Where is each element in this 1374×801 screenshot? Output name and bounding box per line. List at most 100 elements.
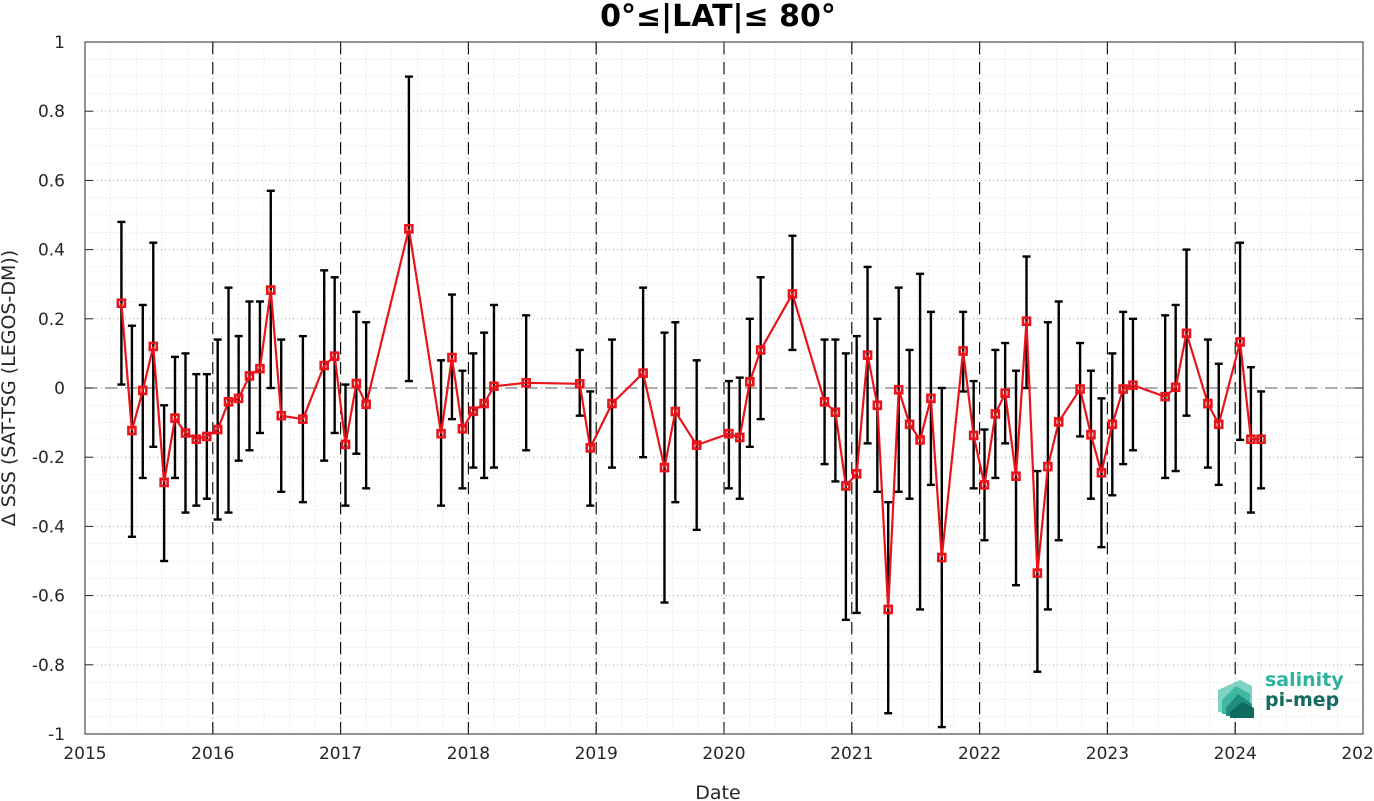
x-tick-label: 2020 xyxy=(702,744,745,764)
data-point-marker xyxy=(958,346,968,356)
data-point-marker xyxy=(872,400,883,411)
series-line xyxy=(120,228,1261,610)
x-tick-label: 2025 xyxy=(1341,744,1374,764)
chart-title: 0°≤|LAT|≤ 80° xyxy=(600,0,836,34)
data-point-marker xyxy=(755,345,766,355)
data-point-marker xyxy=(191,434,202,445)
y-tick-label: 1 xyxy=(54,33,65,53)
data-point-marker xyxy=(159,477,169,488)
error-bar xyxy=(1257,390,1266,490)
data-point-marker xyxy=(1107,419,1118,430)
data-point-marker xyxy=(351,378,362,389)
data-point-marker xyxy=(787,289,798,299)
data-point-marker xyxy=(436,428,446,439)
error-bar xyxy=(266,189,275,390)
data-point-marker xyxy=(1021,316,1032,327)
error-bar xyxy=(480,331,489,480)
y-tick-label: -0.6 xyxy=(32,587,65,607)
data-point-marker xyxy=(1128,380,1138,391)
x-tick-labels: 2015 2016 2017 2018 2019 2020 2021 2022 2023 2024… xyxy=(63,744,1374,764)
data-point-marker xyxy=(223,397,234,407)
data-point-marker xyxy=(745,376,755,387)
data-point-marker xyxy=(255,363,265,374)
minor-grid xyxy=(85,42,1363,734)
data-point-marker xyxy=(1235,337,1245,347)
salinity-pi-mep-logo: salinity pi-mep xyxy=(1218,669,1344,718)
x-tick-label: 2015 xyxy=(63,744,106,764)
error-bar xyxy=(149,241,158,449)
data-point-marker xyxy=(904,419,915,430)
data-point-marker xyxy=(298,414,308,424)
x-tick-label: 2019 xyxy=(575,744,618,764)
error-bar xyxy=(224,286,233,514)
logo-text-salinity: salinity xyxy=(1265,669,1344,691)
y-tick-label: 0.8 xyxy=(38,102,65,122)
data-point-marker xyxy=(1213,419,1224,430)
data-point-marker xyxy=(521,378,531,388)
data-point-marker xyxy=(990,409,1001,419)
data-point-marker xyxy=(1170,382,1181,393)
data-point-marker xyxy=(361,399,371,410)
data-point-marker xyxy=(276,410,287,421)
data-point-marker xyxy=(1011,471,1021,482)
data-point-marker xyxy=(212,424,223,435)
data-point-marker xyxy=(883,604,894,615)
data-point-marker xyxy=(1096,467,1107,478)
axis-ticks xyxy=(84,41,1364,735)
logo-waves-icon xyxy=(1218,680,1254,718)
data-point-marker xyxy=(1160,391,1170,402)
x-tick-label: 2021 xyxy=(830,744,873,764)
data-point-marker xyxy=(915,435,925,445)
data-point-marker xyxy=(585,443,596,453)
data-point-marker xyxy=(1053,417,1064,427)
data-point-marker xyxy=(468,406,479,416)
data-point-marker xyxy=(447,352,457,363)
data-point-marker xyxy=(1203,398,1213,409)
x-tick-label: 2016 xyxy=(191,744,234,764)
x-tick-label: 2023 xyxy=(1086,744,1129,764)
x-tick-label: 2024 xyxy=(1214,744,1257,764)
data-point-marker xyxy=(1043,461,1053,472)
data-point-marker xyxy=(319,360,329,371)
error-bar xyxy=(1182,248,1191,417)
error-bar xyxy=(831,338,840,483)
data-point-marker xyxy=(607,398,617,409)
data-point-marker xyxy=(893,384,904,395)
error-bar xyxy=(341,383,350,507)
data-point-marker xyxy=(1000,388,1010,398)
data-point-marker xyxy=(340,439,351,450)
data-point-marker xyxy=(404,224,414,234)
data-point-marker xyxy=(830,407,841,418)
data-point-marker xyxy=(457,424,468,434)
data-point-marker xyxy=(1032,568,1043,578)
data-point-marker xyxy=(1075,384,1085,394)
logo-text-pi-mep: pi-mep xyxy=(1265,689,1339,711)
x-axis-label: Date xyxy=(695,782,740,801)
data-point-marker xyxy=(734,432,745,443)
error-bar xyxy=(160,404,169,563)
series-markers xyxy=(116,224,1266,615)
data-point-marker xyxy=(1256,434,1266,445)
data-point-marker xyxy=(862,350,873,360)
data-point-marker xyxy=(265,285,276,295)
data-point-marker xyxy=(116,298,127,309)
y-tick-label: -0.4 xyxy=(32,517,65,537)
data-point-marker xyxy=(148,341,159,352)
data-point-marker xyxy=(1086,429,1096,440)
data-point-marker xyxy=(180,428,191,438)
data-point-marker xyxy=(202,431,212,442)
y-tick-label: 0.2 xyxy=(38,310,65,330)
data-point-marker xyxy=(841,481,851,491)
data-point-marker xyxy=(479,398,489,409)
data-point-marker xyxy=(936,552,947,563)
error-bar xyxy=(127,324,136,538)
y-axis-label: Δ SSS (SAT-TSG (LEGOS-DM)) xyxy=(0,250,20,526)
data-point-marker xyxy=(819,397,830,407)
data-point-marker xyxy=(724,428,734,439)
data-point-marker xyxy=(670,406,681,417)
data-point-marker xyxy=(329,351,340,361)
error-bar xyxy=(447,293,456,421)
y-tick-labels: 1 0.8 0.6 0.4 0.2 0 -0.2 -0.4 -0.6 -0.8 -1 xyxy=(32,33,65,745)
data-point-marker xyxy=(1118,384,1128,394)
